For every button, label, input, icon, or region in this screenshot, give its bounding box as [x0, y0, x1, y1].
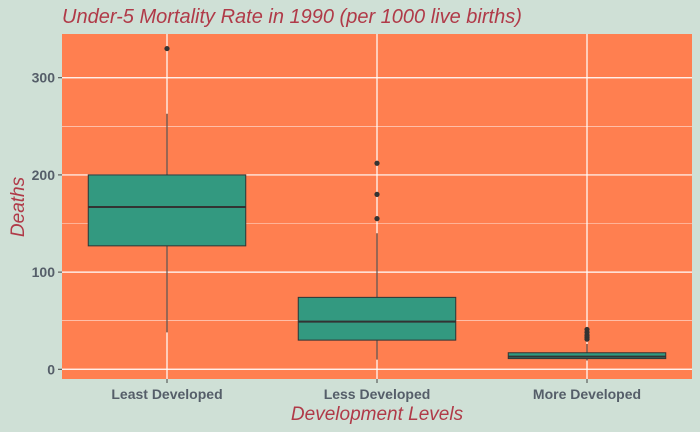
outlier-point — [374, 191, 380, 197]
box-least-developed — [87, 45, 247, 333]
outlier-point — [374, 216, 380, 222]
x-tick-label: Less Developed — [324, 386, 431, 402]
y-tick-label: 300 — [32, 70, 56, 86]
box-series — [87, 45, 667, 361]
outlier-point — [584, 326, 590, 333]
box-iqr — [297, 296, 457, 341]
chart-title: Under-5 Mortality Rate in 1990 (per 1000… — [62, 6, 522, 28]
outlier-point — [164, 45, 170, 52]
x-tick-label: Least Developed — [111, 386, 222, 402]
y-tick-label: 200 — [32, 167, 56, 183]
box-iqr — [87, 174, 247, 247]
box-less-developed — [297, 160, 457, 360]
x-tick-label: More Developed — [533, 386, 641, 402]
box-more-developed — [507, 326, 667, 361]
x-axis-title: Development Levels — [291, 404, 464, 425]
outlier-point — [374, 160, 380, 166]
x-axis-ticks: Least Developed Less Developed More Develo… — [111, 379, 641, 402]
y-tick-label: 0 — [47, 361, 55, 377]
y-tick-label: 100 — [32, 264, 56, 280]
y-axis-ticks: 0 100 200 300 — [32, 70, 62, 377]
y-axis-title: Deaths — [8, 176, 29, 237]
